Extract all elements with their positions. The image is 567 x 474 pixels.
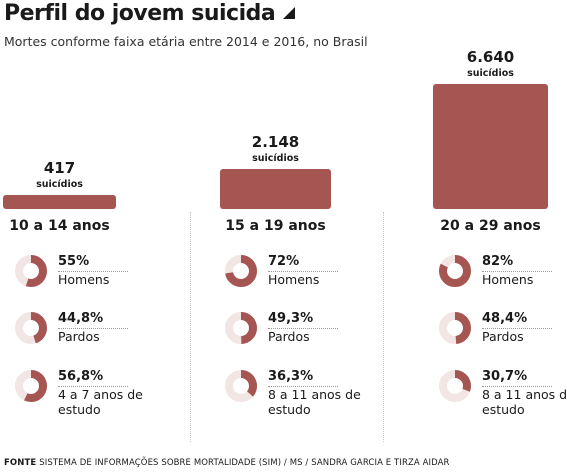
stat-label: 4 a 7 anos de estudo	[58, 387, 143, 417]
column-divider	[383, 212, 384, 442]
bar-value-label: 417	[43, 159, 76, 177]
corner-triangle-icon	[283, 7, 296, 19]
stat-percent: 56,8%	[58, 369, 104, 384]
age-range-label: 15 a 19 anos	[225, 218, 326, 234]
stat-label: Pardos	[58, 329, 100, 344]
stat-label: Pardos	[482, 329, 524, 344]
stat-item: 56,8% 4 a 7 anos de estudo	[14, 369, 164, 425]
stat-label: Homens	[482, 272, 534, 287]
chart-title: Perfil do jovem suicida	[4, 1, 296, 26]
donut-chart	[15, 370, 47, 402]
donut-chart	[439, 312, 471, 344]
age-group-column: 6.640 suicídios 20 a 29 anos 82% Homens 48,4%…	[385, 0, 567, 474]
donut-value-arc	[225, 255, 257, 287]
age-group-column: 2.148 suicídios 15 a 19 anos 72% Homens 49,3%…	[192, 0, 378, 474]
bar-unit-label: suicídios	[467, 68, 514, 79]
stat-label: Pardos	[268, 329, 310, 344]
stat-percent: 30,7%	[482, 369, 528, 384]
stat-label: 8 a 11 anos de estudo	[268, 387, 361, 417]
source-label: FONTE	[4, 458, 37, 468]
column-divider	[190, 212, 191, 442]
age-group-column: 417 suicídios 10 a 14 anos 55% Homens 44,8% Pa…	[2, 0, 188, 474]
source-text: SISTEMA DE INFORMAÇÕES SOBRE MORTALIDADE…	[39, 458, 450, 468]
donut-chart	[225, 255, 257, 287]
donut-chart	[439, 255, 471, 287]
stat-item: 49,3% Pardos	[224, 311, 374, 367]
donut-chart	[439, 370, 471, 402]
stat-item: 72% Homens	[224, 254, 374, 310]
source-footer: FONTE SISTEMA DE INFORMAÇÕES SOBRE MORTAL…	[4, 458, 450, 468]
chart-subtitle: Mortes conforme faixa etária entre 2014 …	[4, 34, 368, 49]
stat-percent: 55%	[58, 254, 90, 269]
bar-value-label: 2.148	[251, 133, 300, 151]
stat-divider	[482, 386, 552, 387]
donut-chart	[15, 312, 47, 344]
bar-3	[433, 84, 548, 209]
stat-percent: 49,3%	[268, 311, 314, 326]
stat-percent: 44,8%	[58, 311, 104, 326]
donut-chart	[15, 255, 47, 287]
stat-divider	[58, 386, 128, 387]
donut-value-arc	[15, 370, 47, 402]
stat-percent: 82%	[482, 254, 514, 269]
stat-divider	[58, 328, 128, 329]
donut-chart	[225, 370, 257, 402]
stat-item: 36,3% 8 a 11 anos de estudo	[224, 369, 374, 425]
bar-unit-label: suicídios	[36, 179, 83, 190]
stat-divider	[482, 328, 552, 329]
stat-item: 82% Homens	[438, 254, 567, 310]
stat-label: Homens	[268, 272, 320, 287]
stat-percent: 72%	[268, 254, 300, 269]
age-range-label: 10 a 14 anos	[9, 218, 110, 234]
age-range-label: 20 a 29 anos	[440, 218, 541, 234]
stat-item: 48,4% Pardos	[438, 311, 567, 367]
stat-label: 8 a 11 anos de estudo	[482, 387, 567, 417]
donut-value-arc	[15, 312, 47, 344]
donut-value-arc	[225, 370, 257, 402]
stat-divider	[482, 271, 552, 272]
bar-2	[220, 169, 331, 209]
stat-divider	[268, 386, 338, 387]
donut-value-arc	[225, 312, 257, 344]
donut-value-arc	[15, 255, 47, 287]
stat-divider	[268, 328, 338, 329]
donut-value-arc	[439, 255, 471, 287]
bar-1	[3, 195, 116, 209]
stat-percent: 36,3%	[268, 369, 314, 384]
chart-title-text: Perfil do jovem suicida	[4, 1, 276, 26]
donut-value-arc	[439, 312, 471, 344]
stat-divider	[58, 271, 128, 272]
stat-item: 55% Homens	[14, 254, 164, 310]
stat-item: 30,7% 8 a 11 anos de estudo	[438, 369, 567, 425]
stat-label: Homens	[58, 272, 110, 287]
bar-unit-label: suicídios	[252, 153, 299, 164]
stat-item: 44,8% Pardos	[14, 311, 164, 367]
stat-divider	[268, 271, 338, 272]
donut-value-arc	[439, 370, 471, 402]
bar-value-label: 6.640	[466, 48, 515, 66]
stat-percent: 48,4%	[482, 311, 528, 326]
donut-chart	[225, 312, 257, 344]
